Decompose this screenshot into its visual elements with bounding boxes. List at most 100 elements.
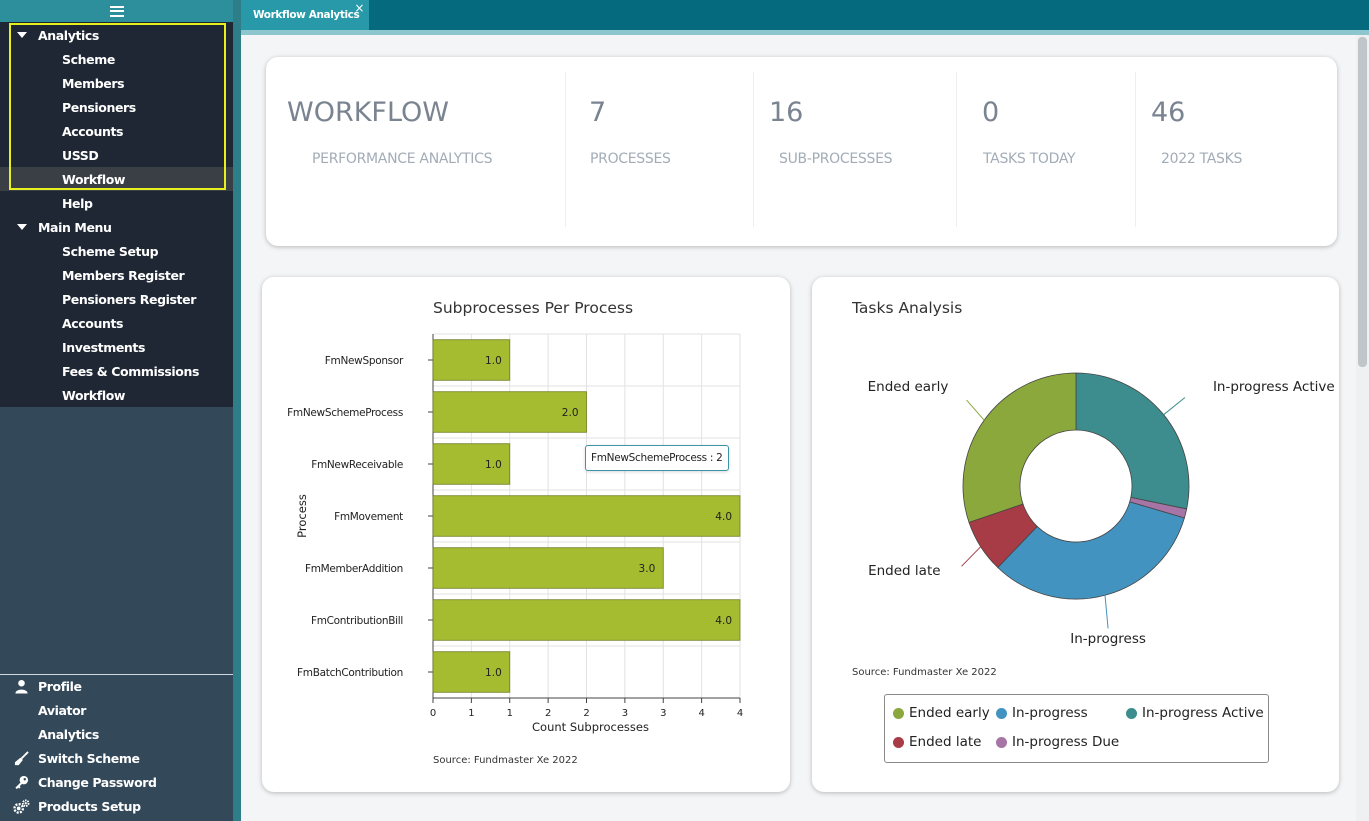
bar-chart-title: Subprocesses Per Process bbox=[433, 299, 634, 317]
bar-value-label: 1.0 bbox=[485, 459, 502, 471]
x-tick-label: 3 bbox=[660, 708, 666, 719]
y-axis-title: Process bbox=[295, 494, 309, 538]
slice-label: Ended late bbox=[868, 563, 940, 579]
x-tick-label: 1 bbox=[507, 708, 513, 719]
leader-line bbox=[1104, 595, 1109, 629]
caret-down-icon bbox=[17, 32, 27, 38]
sidebar-toggle-button[interactable] bbox=[0, 0, 233, 22]
stat-label: 2022 TASKS bbox=[1161, 151, 1243, 167]
stats-subtitle: PERFORMANCE ANALYTICS bbox=[312, 151, 493, 167]
menu-item-accounts[interactable]: Accounts bbox=[62, 123, 124, 139]
menu-item-investments[interactable]: Investments bbox=[62, 339, 146, 355]
user-icon bbox=[0, 679, 38, 694]
close-icon[interactable]: × bbox=[354, 1, 364, 15]
menu-item-members-register[interactable]: Members Register bbox=[62, 267, 185, 283]
sidebar-item-profile[interactable]: Profile bbox=[0, 674, 233, 698]
stat-value: 16 bbox=[769, 97, 804, 128]
hamburger-icon bbox=[109, 5, 124, 17]
vertical-scrollbar[interactable] bbox=[1356, 35, 1369, 821]
caret-down-icon bbox=[17, 224, 27, 230]
x-tick-label: 1 bbox=[468, 708, 474, 719]
stats-title: WORKFLOW bbox=[287, 97, 449, 128]
legend-item-ended-late[interactable]: Ended late bbox=[893, 734, 981, 750]
category-label: FmMovement bbox=[334, 511, 403, 523]
category-label: FmContributionBill bbox=[311, 615, 403, 627]
donut-legend: Ended early In-progress In-progress Acti… bbox=[884, 694, 1269, 763]
tab-bar-underline bbox=[241, 30, 1369, 35]
slice-label: In-progress Active bbox=[1213, 379, 1335, 395]
sidebar: Analytics Scheme Members Pensioners Acco… bbox=[0, 0, 233, 821]
menu-item-accounts-main[interactable]: Accounts bbox=[62, 315, 124, 331]
bar-value-label: 4.0 bbox=[715, 615, 732, 627]
x-tick-label: 4 bbox=[698, 708, 704, 719]
category-label: FmBatchContribution bbox=[297, 667, 403, 679]
bar bbox=[432, 547, 664, 589]
menu-item-scheme-setup[interactable]: Scheme Setup bbox=[62, 243, 159, 259]
bar-value-label: 1.0 bbox=[485, 667, 502, 679]
menu-group-main-menu[interactable]: Main Menu bbox=[0, 215, 233, 239]
bar bbox=[432, 339, 511, 381]
donut-slice bbox=[962, 372, 1077, 523]
menu-item-pensioners[interactable]: Pensioners bbox=[62, 99, 136, 115]
slice-label: Ended early bbox=[868, 379, 949, 395]
donut-slice bbox=[1075, 372, 1190, 510]
gears-icon bbox=[0, 798, 38, 814]
sidebar-divider bbox=[0, 674, 233, 675]
category-label: FmMemberAddition bbox=[305, 563, 403, 575]
x-tick-label: 2 bbox=[545, 708, 551, 719]
x-tick-label: 4 bbox=[737, 708, 743, 719]
legend-item-in-progress-active[interactable]: In-progress Active bbox=[1126, 705, 1264, 721]
legend-dot bbox=[1126, 707, 1137, 719]
x-tick-label: 2 bbox=[583, 708, 589, 719]
tab-bar: Workflow Analytics × bbox=[241, 0, 1369, 30]
sidebar-item-analytics[interactable]: Analytics bbox=[38, 726, 99, 742]
menu-group-analytics[interactable]: Analytics bbox=[0, 23, 233, 47]
menu-item-workflow-main[interactable]: Workflow bbox=[62, 387, 126, 403]
bar-chart: FmNewSponsor 1.0 FmNewSchemeProcess 2.0 FmNe… bbox=[287, 333, 743, 734]
menu-item-ussd[interactable]: USSD bbox=[62, 147, 99, 163]
stat-value: 46 bbox=[1151, 97, 1186, 128]
legend-item-in-progress[interactable]: In-progress bbox=[996, 705, 1088, 721]
sidebar-item-aviator[interactable]: Aviator bbox=[38, 702, 87, 718]
menu-item-scheme[interactable]: Scheme bbox=[62, 51, 115, 67]
tasks-analysis-card: Tasks Analysis In-progress Active In-prog… bbox=[812, 277, 1339, 792]
bar-chart-source: Source: Fundmaster Xe 2022 bbox=[433, 755, 578, 766]
tab-workflow-analytics[interactable]: Workflow Analytics × bbox=[241, 0, 369, 30]
stat-label: PROCESSES bbox=[590, 151, 671, 167]
sidebar-item-products-setup[interactable]: Products Setup bbox=[0, 794, 233, 818]
legend-item-in-progress-due[interactable]: In-progress Due bbox=[996, 734, 1119, 750]
leader-line bbox=[1163, 397, 1186, 416]
donut-chart-source: Source: Fundmaster Xe 2022 bbox=[852, 667, 997, 678]
category-label: FmNewSponsor bbox=[325, 355, 404, 367]
bar bbox=[432, 651, 511, 693]
workflow-stats-card: WORKFLOW PERFORMANCE ANALYTICS 7 PROCESS… bbox=[266, 57, 1337, 246]
slice-label: In-progress bbox=[1070, 631, 1146, 647]
sidebar-item-switch-scheme[interactable]: Switch Scheme bbox=[0, 746, 233, 770]
donut-chart-title: Tasks Analysis bbox=[852, 299, 963, 317]
menu-item-workflow-analytics[interactable]: Workflow bbox=[0, 167, 233, 191]
category-label: FmNewReceivable bbox=[311, 459, 403, 471]
leader-line bbox=[966, 399, 985, 421]
sidebar-item-change-password[interactable]: Change Password bbox=[0, 770, 233, 794]
stat-value: 7 bbox=[589, 97, 607, 128]
bar bbox=[432, 599, 741, 641]
x-axis-title: Count Subprocesses bbox=[532, 720, 649, 734]
menu-item-pensioners-register[interactable]: Pensioners Register bbox=[62, 291, 196, 307]
bar-value-label: 2.0 bbox=[562, 407, 579, 419]
key-icon bbox=[0, 775, 38, 790]
main-content: WORKFLOW PERFORMANCE ANALYTICS 7 PROCESS… bbox=[241, 35, 1356, 821]
legend-dot bbox=[893, 707, 904, 719]
stat-label: TASKS TODAY bbox=[983, 151, 1076, 167]
menu-item-help[interactable]: Help bbox=[62, 195, 93, 211]
scrollbar-thumb[interactable] bbox=[1358, 37, 1367, 367]
bar bbox=[432, 391, 587, 433]
legend-item-ended-early[interactable]: Ended early bbox=[893, 705, 990, 721]
menu-tree: Analytics Scheme Members Pensioners Acco… bbox=[0, 22, 233, 407]
menu-item-members[interactable]: Members bbox=[62, 75, 125, 91]
legend-dot bbox=[996, 707, 1007, 719]
category-label: FmNewSchemeProcess bbox=[287, 407, 403, 419]
bar bbox=[432, 443, 511, 485]
bar-value-label: 1.0 bbox=[485, 355, 502, 367]
menu-item-fees-commissions[interactable]: Fees & Commissions bbox=[62, 363, 200, 379]
bar bbox=[432, 495, 741, 537]
